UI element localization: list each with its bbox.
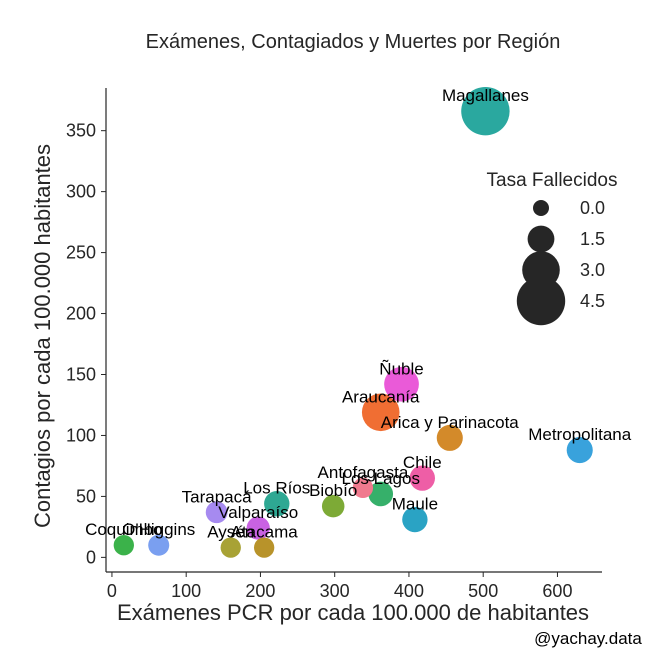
y-tick-label: 250 xyxy=(66,243,96,263)
point-13 xyxy=(253,537,275,558)
legend-marker xyxy=(527,225,555,253)
x-tick-label: 300 xyxy=(320,581,350,601)
legend-marker xyxy=(533,200,549,216)
point-label: Tarapacá xyxy=(182,487,252,506)
point-label: Antofagasta xyxy=(318,463,409,482)
y-tick-label: 150 xyxy=(66,364,96,384)
y-tick-label: 0 xyxy=(86,547,96,567)
point-label: Araucanía xyxy=(342,387,420,406)
point-label: Maule xyxy=(392,495,438,514)
point-5 xyxy=(352,477,374,499)
y-tick-label: 350 xyxy=(66,121,96,141)
point-label: Arica y Parinacota xyxy=(381,413,519,432)
legend-label: 3.0 xyxy=(580,260,605,280)
point-label: Magallanes xyxy=(442,86,529,105)
point-label: Biobío xyxy=(309,481,357,500)
point-16 xyxy=(148,534,170,556)
x-ticks: 0 100 200 300 400 500 600 xyxy=(107,572,572,601)
point-label: Atacama xyxy=(231,523,299,542)
point-0 xyxy=(461,86,510,136)
point-10 xyxy=(402,506,428,533)
axes xyxy=(105,88,602,573)
size-legend: Tasa Fallecidos 0.0 1.5 3.0 4.5 xyxy=(487,170,618,326)
legend-label: 0.0 xyxy=(580,198,605,218)
point-14 xyxy=(220,537,241,558)
point-1 xyxy=(384,366,419,402)
data-points xyxy=(113,86,593,558)
point-label: Ñuble xyxy=(379,359,423,378)
x-tick-label: 400 xyxy=(394,581,424,601)
point-label: Metropolitana xyxy=(528,425,632,444)
legend-label: 4.5 xyxy=(580,291,605,311)
point-label: Los Ríos xyxy=(243,479,310,498)
point-labels: Magallanes Ñuble Araucanía Arica y Parinaco… xyxy=(85,86,632,541)
point-15 xyxy=(113,535,134,556)
y-ticks: 0 50 100 150 200 250 300 350 xyxy=(66,121,106,567)
point-12 xyxy=(246,516,270,540)
point-label: O'Higgins xyxy=(122,520,195,539)
point-7 xyxy=(368,481,394,507)
point-label: Aysén xyxy=(207,523,254,542)
y-axis-label: Contagios por cada 100.000 habitantes xyxy=(30,144,55,528)
legend-label: 1.5 xyxy=(580,229,605,249)
x-tick-label: 100 xyxy=(171,581,201,601)
y-tick-label: 50 xyxy=(76,486,96,506)
x-tick-label: 600 xyxy=(542,581,572,601)
point-2 xyxy=(361,393,400,432)
chart-title: Exámenes, Contagiados y Muertes por Regi… xyxy=(146,31,561,53)
point-label: Chile xyxy=(403,453,442,472)
y-tick-label: 300 xyxy=(66,182,96,202)
x-tick-label: 200 xyxy=(245,581,275,601)
legend-title: Tasa Fallecidos xyxy=(487,170,618,191)
credit-text: @yachay.data xyxy=(534,629,642,648)
y-tick-label: 200 xyxy=(66,304,96,324)
point-11 xyxy=(205,501,228,524)
point-9 xyxy=(321,494,345,518)
x-tick-label: 500 xyxy=(468,581,498,601)
point-4 xyxy=(566,437,593,464)
point-3 xyxy=(436,424,463,451)
x-axis-label: Exámenes PCR por cada 100.000 de habitan… xyxy=(117,600,589,625)
point-label: Valparaíso xyxy=(218,503,298,522)
point-6 xyxy=(409,465,435,491)
point-label: Los Lagos xyxy=(342,469,420,488)
point-8 xyxy=(264,491,290,517)
y-tick-label: 100 xyxy=(66,425,96,445)
x-tick-label: 0 xyxy=(107,581,117,601)
legend-marker xyxy=(516,276,566,326)
point-label: Coquimbo xyxy=(85,520,163,539)
